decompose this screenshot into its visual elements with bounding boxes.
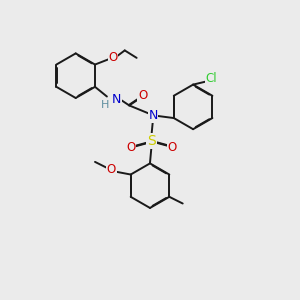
Text: O: O: [108, 51, 118, 64]
Text: O: O: [168, 140, 177, 154]
Text: O: O: [138, 89, 147, 102]
Text: N: N: [148, 109, 158, 122]
Text: O: O: [107, 163, 116, 176]
Text: S: S: [147, 134, 156, 148]
Text: H: H: [101, 100, 110, 110]
Text: N: N: [112, 93, 121, 106]
Text: Cl: Cl: [205, 72, 217, 85]
Text: O: O: [126, 140, 135, 154]
